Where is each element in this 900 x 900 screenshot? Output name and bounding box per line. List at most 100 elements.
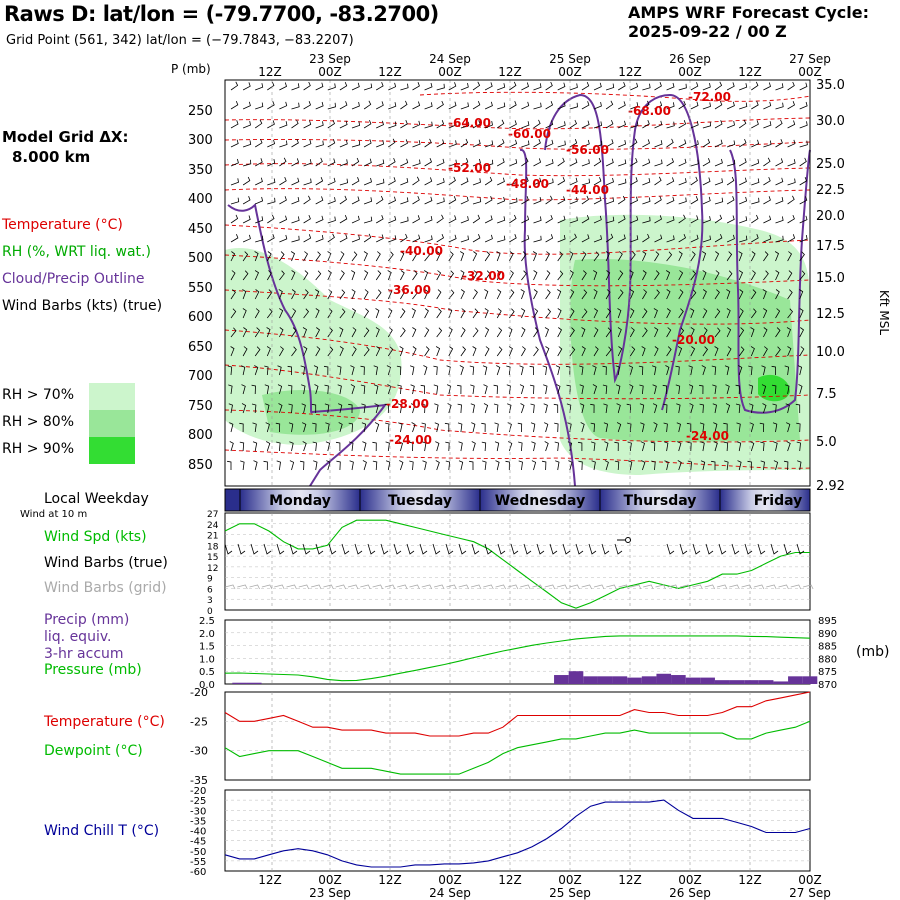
temperature-contour-4 xyxy=(224,188,811,201)
wind-barb xyxy=(617,327,622,338)
wind-barb xyxy=(617,82,626,91)
pressure-tick-700: 700 xyxy=(188,369,213,384)
wind-barb xyxy=(412,120,421,129)
wind-barb xyxy=(799,270,806,281)
wind-barb xyxy=(290,251,295,262)
wind-barb xyxy=(508,270,514,281)
wind-barb xyxy=(545,214,553,224)
wind-barb xyxy=(533,119,541,129)
wind-barb xyxy=(689,403,694,414)
wind-barbs-grid-row xyxy=(224,584,814,590)
wind-barb xyxy=(593,215,602,224)
wind-barb xyxy=(436,139,445,148)
wind-barb xyxy=(618,178,627,186)
wind-barb xyxy=(351,157,360,167)
wind-barb xyxy=(472,234,481,243)
wind-barb xyxy=(230,270,236,281)
wind-barb xyxy=(795,403,801,413)
wind-barb-grid xyxy=(434,584,445,590)
weekday-label-monday: Monday xyxy=(269,493,331,509)
windchill-tick--25: -25 xyxy=(190,796,206,807)
wind-barb-true xyxy=(341,543,350,555)
wind-barb xyxy=(375,308,380,319)
wind-barb xyxy=(266,327,271,338)
wind-barb xyxy=(531,441,536,452)
bottom-date-label-4: 27 Sep xyxy=(789,886,831,900)
wind-barb xyxy=(533,308,539,319)
wind-barb-grid xyxy=(716,584,728,590)
wind-barb xyxy=(654,327,659,338)
wind-barb xyxy=(303,139,312,148)
wind-barb xyxy=(714,251,720,262)
wind-barb xyxy=(388,177,396,186)
wind-barb xyxy=(230,234,239,243)
wind-barb xyxy=(445,441,450,452)
wind-barb xyxy=(678,120,687,129)
wind-barb xyxy=(763,196,771,205)
wind-barb-true xyxy=(731,543,740,555)
wind-barb xyxy=(690,270,697,281)
wind-barb xyxy=(375,327,380,338)
wind-barb xyxy=(786,422,791,433)
wind-barb xyxy=(726,308,731,319)
wind-barb-grid xyxy=(532,584,543,590)
wind-barb xyxy=(569,83,578,91)
wind-barb xyxy=(642,100,650,110)
wind-barb xyxy=(323,365,329,376)
wind-barb xyxy=(567,441,573,452)
bottom-hour-label-4: 12Z xyxy=(498,873,522,887)
wind-barb xyxy=(654,270,660,281)
wind-barb xyxy=(448,101,457,110)
wind-barb xyxy=(581,346,586,357)
wind-barb xyxy=(315,157,323,167)
wind-barb xyxy=(771,384,777,395)
wind-barb xyxy=(799,177,808,186)
wind-barb xyxy=(350,365,355,376)
wind-barb xyxy=(351,327,357,338)
wind-barb-true xyxy=(562,543,571,555)
weekday-label-wednesday: Wednesday xyxy=(495,493,585,509)
precip-bar-33 xyxy=(700,677,715,684)
wind-barb xyxy=(738,251,743,262)
wind-barb xyxy=(363,233,372,243)
temperature-label-0: -72.00 xyxy=(688,90,731,104)
wind-barb-grid xyxy=(237,584,248,590)
wind-barb xyxy=(581,101,590,110)
wind-barb xyxy=(787,308,794,319)
wind-barb xyxy=(230,214,239,224)
wind-barb xyxy=(581,308,588,319)
temperature-contour-11 xyxy=(224,449,811,469)
wind-barb xyxy=(266,441,271,452)
wind-barb xyxy=(251,384,256,395)
wind-barb xyxy=(554,441,559,452)
wind-barb xyxy=(375,215,384,224)
wind-barb xyxy=(388,82,397,91)
top-date-label-2: 25 Sep xyxy=(549,52,591,66)
wind-barb xyxy=(738,138,747,148)
wind-barb-true xyxy=(250,543,259,555)
wind-barb xyxy=(581,139,590,148)
wind-barb xyxy=(327,270,332,281)
wind-barb xyxy=(458,460,464,471)
wind-barb xyxy=(472,139,481,148)
wind-barb-grid xyxy=(298,584,310,590)
weekday-segment-1 xyxy=(360,489,480,511)
precip-bar-24 xyxy=(568,671,584,684)
wind-barb xyxy=(303,101,311,110)
wind-barb xyxy=(277,365,282,376)
wind-barb xyxy=(521,234,530,243)
wind-barb xyxy=(497,83,506,91)
wind-barb xyxy=(675,384,681,395)
wind-barb xyxy=(629,289,635,300)
wind-barb xyxy=(315,251,321,262)
wind-barb xyxy=(557,251,563,262)
wind-barb xyxy=(469,365,475,376)
wind-barb xyxy=(435,460,440,471)
wind-barb xyxy=(714,81,723,91)
wind-barb xyxy=(569,139,578,148)
wind-barb xyxy=(521,140,530,148)
wind-barb xyxy=(629,251,636,262)
wind-barb xyxy=(385,422,390,433)
wind-barb xyxy=(412,101,421,110)
wind-barb xyxy=(448,251,454,262)
